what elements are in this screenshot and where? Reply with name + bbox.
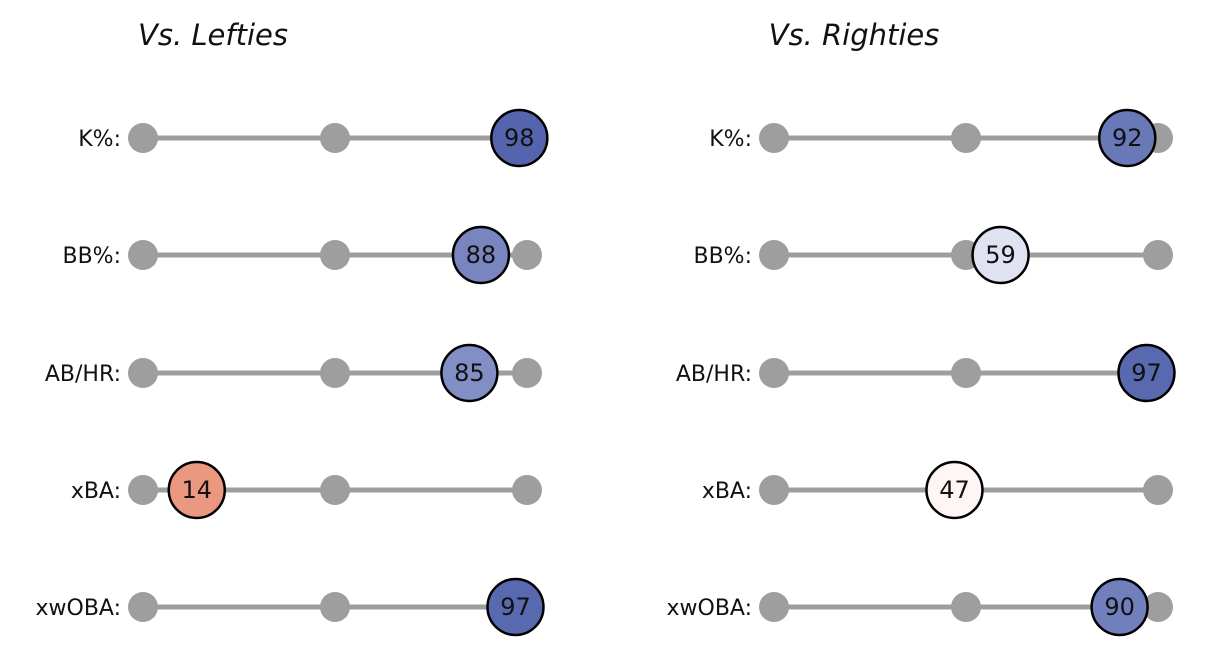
percentile-marker — [925, 460, 984, 520]
metric-label: xwOBA: — [36, 596, 122, 621]
metric-label: xwOBA: — [667, 596, 753, 621]
track-dot — [951, 592, 981, 622]
track-dot — [512, 240, 542, 270]
track-dot — [128, 123, 158, 153]
percentile-value-label: 98 — [504, 124, 535, 152]
metric-label: AB/HR: — [676, 362, 752, 387]
track-dot — [320, 475, 350, 505]
panel-vs-righties: Vs. Righties K%: 92 BB%: 59 AB/HR: 97 xBA: 47 xw… — [667, 18, 1176, 637]
metric-row: BB%: 59 — [693, 225, 1173, 285]
track-dot — [1143, 240, 1173, 270]
metric-row: xwOBA: 97 — [36, 577, 545, 637]
track-dot — [951, 358, 981, 388]
metric-label: BB%: — [62, 244, 121, 269]
metric-label: AB/HR: — [45, 362, 121, 387]
track-dot — [951, 123, 981, 153]
track-dot — [759, 475, 789, 505]
track-dot — [128, 358, 158, 388]
track-dot — [759, 358, 789, 388]
percentile-value-label: 97 — [1131, 359, 1162, 387]
track-dot — [320, 123, 350, 153]
track-dot — [128, 475, 158, 505]
percentile-value-label: 47 — [939, 476, 970, 504]
metric-label: BB%: — [693, 244, 752, 269]
percentile-value-label: 88 — [466, 241, 497, 269]
metric-row: AB/HR: 97 — [676, 343, 1176, 403]
panel-vs-lefties: Vs. Lefties K%: 98 BB%: 88 AB/HR: 85 xBA: 14 xwO… — [36, 18, 549, 637]
metric-label: K%: — [78, 127, 121, 152]
metric-row: xwOBA: 90 — [667, 577, 1173, 637]
track-dot — [512, 358, 542, 388]
track-dot — [759, 592, 789, 622]
percentile-marker — [440, 343, 499, 403]
percentile-marker — [971, 225, 1030, 285]
metric-row: xBA: 14 — [71, 460, 542, 520]
track-dot — [1143, 592, 1173, 622]
track-dot — [1143, 475, 1173, 505]
track-dot — [320, 592, 350, 622]
percentile-marker — [451, 225, 511, 285]
metric-row: BB%: 88 — [62, 225, 542, 285]
metric-row: AB/HR: 85 — [45, 343, 542, 403]
percentile-value-label: 14 — [181, 476, 212, 504]
track-dot — [759, 240, 789, 270]
metric-label: K%: — [709, 127, 752, 152]
track-dot — [128, 240, 158, 270]
percentile-value-label: 90 — [1104, 593, 1135, 621]
track-dot — [512, 475, 542, 505]
percentile-marker — [167, 460, 227, 520]
percentile-marker — [490, 108, 549, 168]
percentile-marker — [486, 577, 545, 637]
track-dot — [128, 592, 158, 622]
metric-label: xBA: — [702, 479, 752, 504]
percentile-value-label: 92 — [1112, 124, 1143, 152]
percentile-value-label: 59 — [985, 241, 1016, 269]
track-dot — [320, 240, 350, 270]
track-dot — [320, 358, 350, 388]
percentile-marker — [1090, 577, 1149, 637]
metric-row: K%: 98 — [78, 108, 549, 168]
metric-label: xBA: — [71, 479, 121, 504]
panel-title: Vs. Lefties — [138, 18, 288, 52]
percentile-value-label: 97 — [500, 593, 531, 621]
panel-title: Vs. Righties — [769, 18, 940, 52]
percentile-marker — [1098, 108, 1157, 168]
track-dot — [759, 123, 789, 153]
metric-row: K%: 92 — [709, 108, 1173, 168]
percentile-value-label: 85 — [454, 359, 485, 387]
metric-row: xBA: 47 — [702, 460, 1173, 520]
percentile-marker — [1117, 343, 1176, 403]
